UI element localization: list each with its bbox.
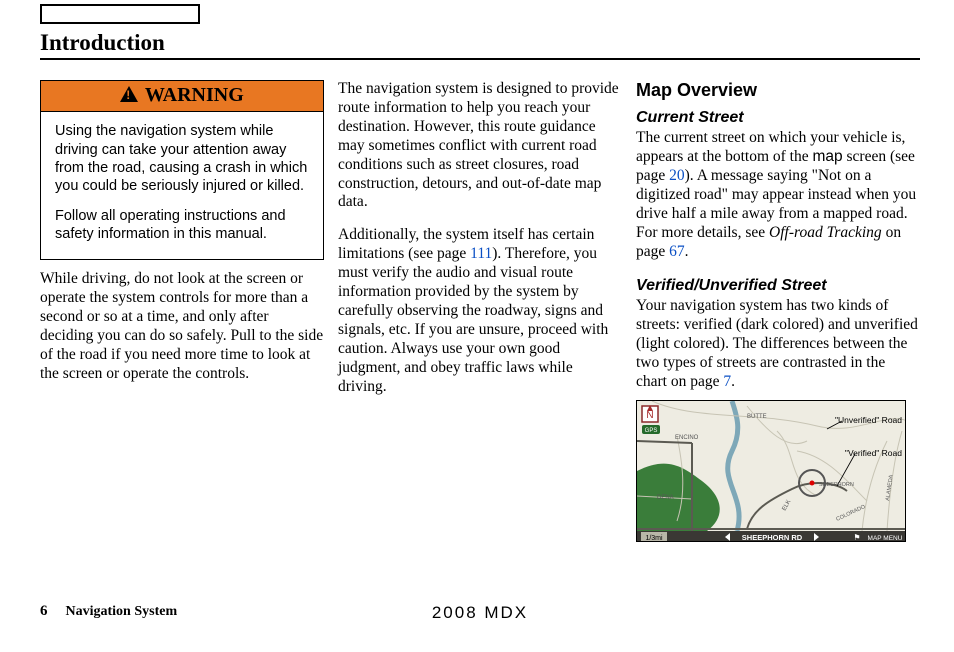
page-link-7[interactable]: 7: [723, 373, 731, 390]
column-2: The navigation system is designed to pro…: [338, 80, 622, 542]
page-title: Introduction: [40, 30, 165, 56]
map-compass-n: N: [646, 410, 653, 421]
col1-paragraph-1: While driving, do not look at the screen…: [40, 270, 324, 383]
col2-paragraph-1: The navigation system is designed to pro…: [338, 80, 622, 212]
map-place-dena: DENA: [657, 495, 674, 501]
warning-box: WARNING Using the navigation system whil…: [40, 80, 324, 260]
col2-paragraph-2: Additionally, the system itself has cert…: [338, 226, 622, 396]
map-svg: N GPS "Unverified" Road "Verified" Road …: [637, 401, 906, 542]
col3-p2-a: Your navigation system has two kinds of …: [636, 297, 918, 390]
page-link-20[interactable]: 20: [669, 167, 685, 184]
page-link-111[interactable]: 111: [470, 245, 492, 262]
search-input-box[interactable]: [40, 4, 200, 24]
col3-p1-map: map: [812, 148, 842, 165]
column-1: WARNING Using the navigation system whil…: [40, 80, 324, 542]
map-place-encino: ENCINO: [675, 435, 699, 441]
current-street-subheading: Current Street: [636, 108, 920, 128]
column-3: Map Overview Current Street The current …: [636, 80, 920, 542]
col3-p1-e: .: [685, 243, 689, 260]
page-link-67[interactable]: 67: [669, 243, 685, 260]
map-scale-label: 1/3mi: [645, 535, 663, 542]
content-columns: WARNING Using the navigation system whil…: [40, 80, 920, 542]
warning-body: Using the navigation system while drivin…: [41, 112, 323, 259]
col3-paragraph-2: Your navigation system has two kinds of …: [636, 297, 920, 392]
map-flag-icon: ⚑: [853, 533, 860, 542]
map-gps-label: GPS: [645, 428, 658, 434]
warning-label: WARNING: [145, 84, 244, 106]
map-place-sheephorn: SHEEPHORN: [819, 482, 854, 488]
title-rule: [40, 58, 920, 60]
map-overview-heading: Map Overview: [636, 80, 920, 102]
page-footer: 6 Navigation System 2008 MDX: [40, 603, 920, 620]
map-bottom-street: SHEEPHORN RD: [742, 533, 803, 542]
warning-paragraph-1: Using the navigation system while drivin…: [55, 122, 309, 195]
col3-paragraph-1: The current street on which your vehicle…: [636, 129, 920, 261]
warning-header: WARNING: [41, 81, 323, 112]
footer-center: 2008 MDX: [40, 603, 920, 623]
col3-p2-b: .: [731, 373, 735, 390]
warning-paragraph-2: Follow all operating instructions and sa…: [55, 207, 309, 243]
map-target-dot: [810, 480, 815, 485]
map-figure: N GPS "Unverified" Road "Verified" Road …: [636, 400, 906, 542]
col2-p2-text-b: ). Therefore, you must verify the audio …: [338, 245, 608, 394]
map-place-butte: BUTTE: [747, 414, 767, 420]
col3-p1-ital: Off-road Tracking: [769, 224, 882, 241]
verified-street-subheading: Verified/Unverified Street: [636, 276, 920, 296]
warning-triangle-icon: [120, 86, 138, 102]
map-unverified-label: "Unverified" Road: [835, 415, 902, 425]
map-menu-label: MAP MENU: [868, 535, 903, 542]
